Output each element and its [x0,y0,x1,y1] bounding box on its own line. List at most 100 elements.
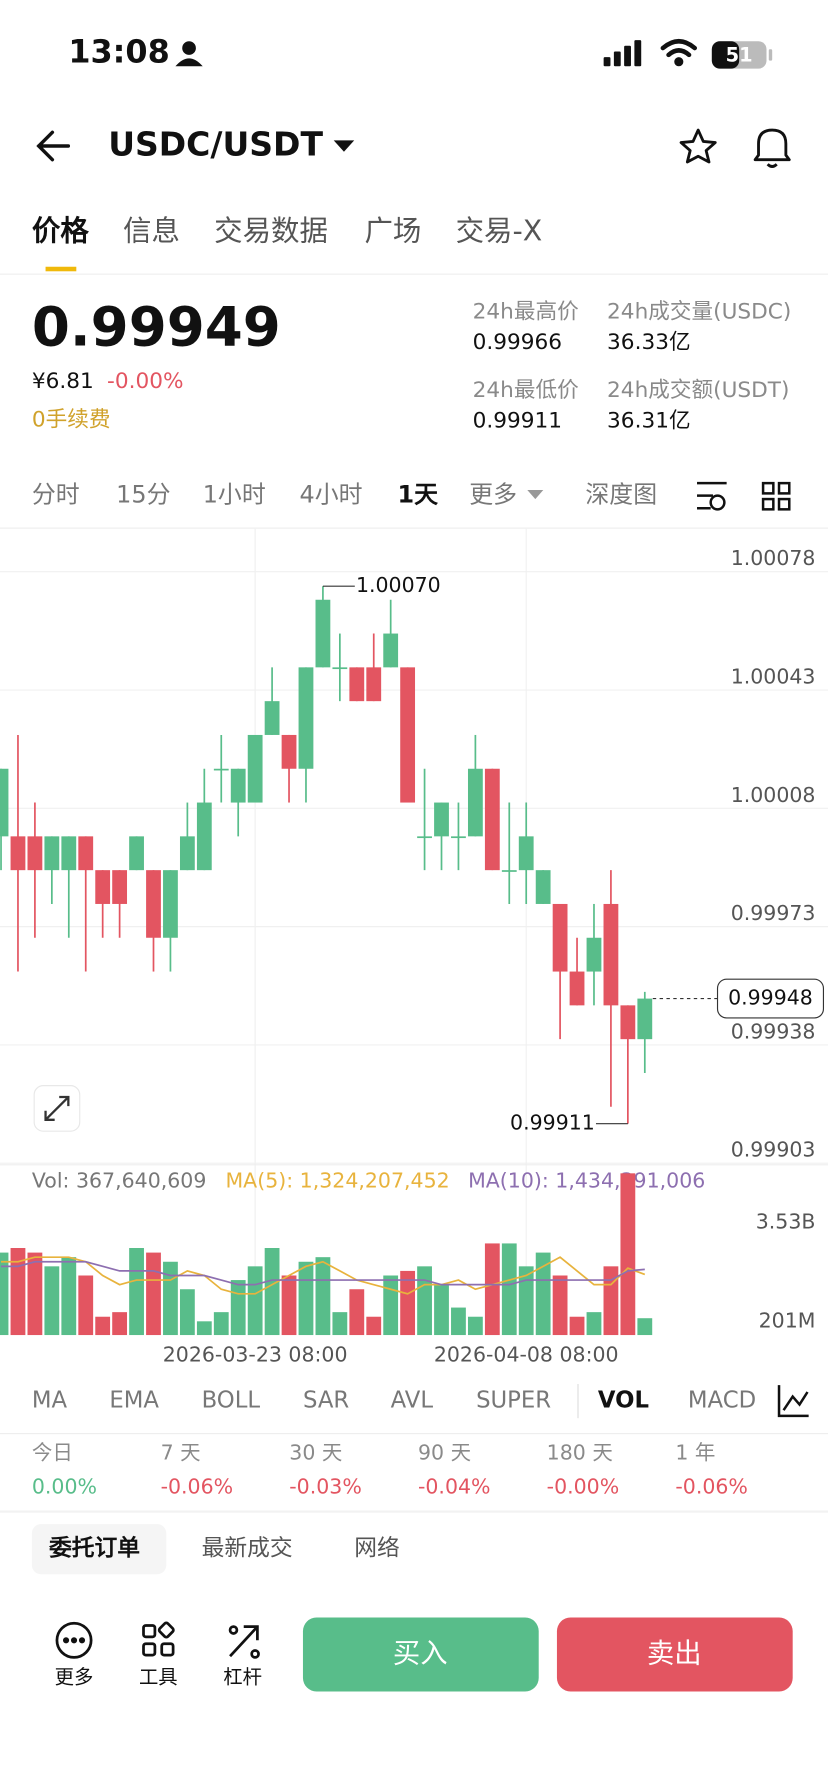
y-tick-label: 1.00078 [731,546,816,570]
candle-body [417,836,432,839]
fee-note: 0手续费 [32,407,111,432]
volume-tick-label: 3.53B [756,1209,816,1233]
divider [0,1164,828,1166]
battery-icon: 51 [711,41,773,69]
divider [0,1510,828,1513]
indicator-option[interactable]: SAR [303,1388,349,1414]
stat-label: 24h最低价 [473,378,579,403]
volume-bar [61,1257,77,1336]
interval-option[interactable]: 深度图 [585,481,657,509]
alert-button[interactable] [753,128,791,168]
tools-icon[interactable] [142,1621,175,1657]
tab[interactable]: 交易-X [456,215,543,248]
volume-bar [112,1312,128,1336]
divider [0,273,828,275]
buy-button[interactable] [302,1617,539,1692]
return-label: 90 天 [418,1441,471,1465]
indicator-option[interactable]: EMA [109,1388,159,1414]
wifi-icon [660,38,698,67]
back-button[interactable] [36,130,71,162]
tab[interactable]: 价格 [32,215,89,248]
volume-bar [146,1252,161,1336]
toolbar-label[interactable]: 工具 [139,1665,178,1688]
indicator-option[interactable]: AVL [391,1388,434,1414]
leverage-icon[interactable] [228,1625,260,1659]
battery-level: 51 [726,44,753,67]
sell-label[interactable]: 卖出 [647,1639,702,1670]
indicator-option[interactable]: MACD [688,1388,756,1414]
interval-option[interactable]: 1小时 [203,481,266,509]
pair-title[interactable]: USDC/USDT [108,125,323,164]
candle-body [213,768,229,771]
legend-entry: MA(10): 1,434,391,006 [468,1168,705,1192]
tab[interactable]: 信息 [123,215,180,248]
sell-button[interactable] [556,1617,793,1692]
ma-line [1,1260,645,1286]
volume-bar [129,1248,144,1336]
volume-bar [315,1257,331,1336]
person-icon [175,41,203,67]
volume-title: Vol: 367,640,609 [32,1168,207,1192]
low-annotation: 0.99911 [510,1111,595,1135]
tab[interactable]: 广场 [364,215,421,248]
stat-value: 36.31亿 [607,409,691,434]
indicator-option[interactable]: SUPER [476,1388,551,1414]
fullscreen-button[interactable] [33,1085,81,1132]
volume-bar [230,1280,246,1336]
candle-body [332,667,348,670]
return-value: -0.00% [547,1475,620,1499]
toolbar-label[interactable]: 杠杆 [223,1665,262,1688]
candle-body [501,870,517,872]
interval-option[interactable]: 更多 [469,481,517,509]
order-tab[interactable]: 网络 [354,1536,400,1562]
tab[interactable]: 交易数据 [214,215,328,248]
candle-body [0,768,9,837]
candle-body [264,701,280,735]
return-label: 7 天 [161,1441,201,1465]
volume-bar [332,1312,348,1336]
more-dropdown[interactable] [527,489,544,500]
return-value: 0.00% [32,1475,97,1499]
volume-bar [213,1312,229,1336]
indicator-option[interactable]: VOL [598,1388,649,1414]
more-icon[interactable] [55,1621,93,1659]
order-tab[interactable]: 委托订单 [48,1536,140,1562]
candle-body [349,667,365,702]
interval-option[interactable]: 15分 [116,481,170,509]
candle-body [163,870,178,938]
stat-label: 24h成交额(USDT) [607,378,789,403]
favorite-button[interactable] [679,128,717,164]
return-value: -0.06% [675,1475,748,1499]
interval-option[interactable]: 4小时 [300,481,363,509]
pair-dropdown[interactable] [333,140,355,152]
active-order-tab-bg [31,1524,167,1575]
interval-option[interactable]: 分时 [32,481,80,509]
layout-button[interactable] [761,481,791,511]
divider [577,1384,579,1419]
volume-bar [620,1173,636,1336]
candle-body [281,734,297,769]
candle-body [27,836,43,871]
volume-bar [518,1266,534,1336]
volume-tick-label: 201M [759,1308,816,1332]
interval-option[interactable]: 1天 [397,481,438,509]
volume-bar [196,1321,212,1336]
volume-bar [637,1318,653,1336]
indicator-option[interactable]: MA [32,1388,68,1414]
buy-label[interactable]: 买入 [393,1639,448,1670]
stat-value: 0.99911 [473,409,562,434]
y-tick-label: 1.00043 [731,664,816,688]
indicator-option[interactable]: BOLL [202,1388,261,1414]
chart-settings-button[interactable] [697,481,727,511]
candle-body [552,903,568,972]
indicator-settings-button[interactable] [777,1385,809,1418]
volume-bar [569,1316,585,1336]
ma-line [1,1256,646,1295]
candle-body [179,836,195,871]
toolbar-label[interactable]: 更多 [55,1665,94,1688]
volume-bar [400,1270,416,1336]
candle-body [146,870,161,938]
order-tab[interactable]: 最新成交 [202,1536,293,1562]
candle-body [434,802,449,837]
